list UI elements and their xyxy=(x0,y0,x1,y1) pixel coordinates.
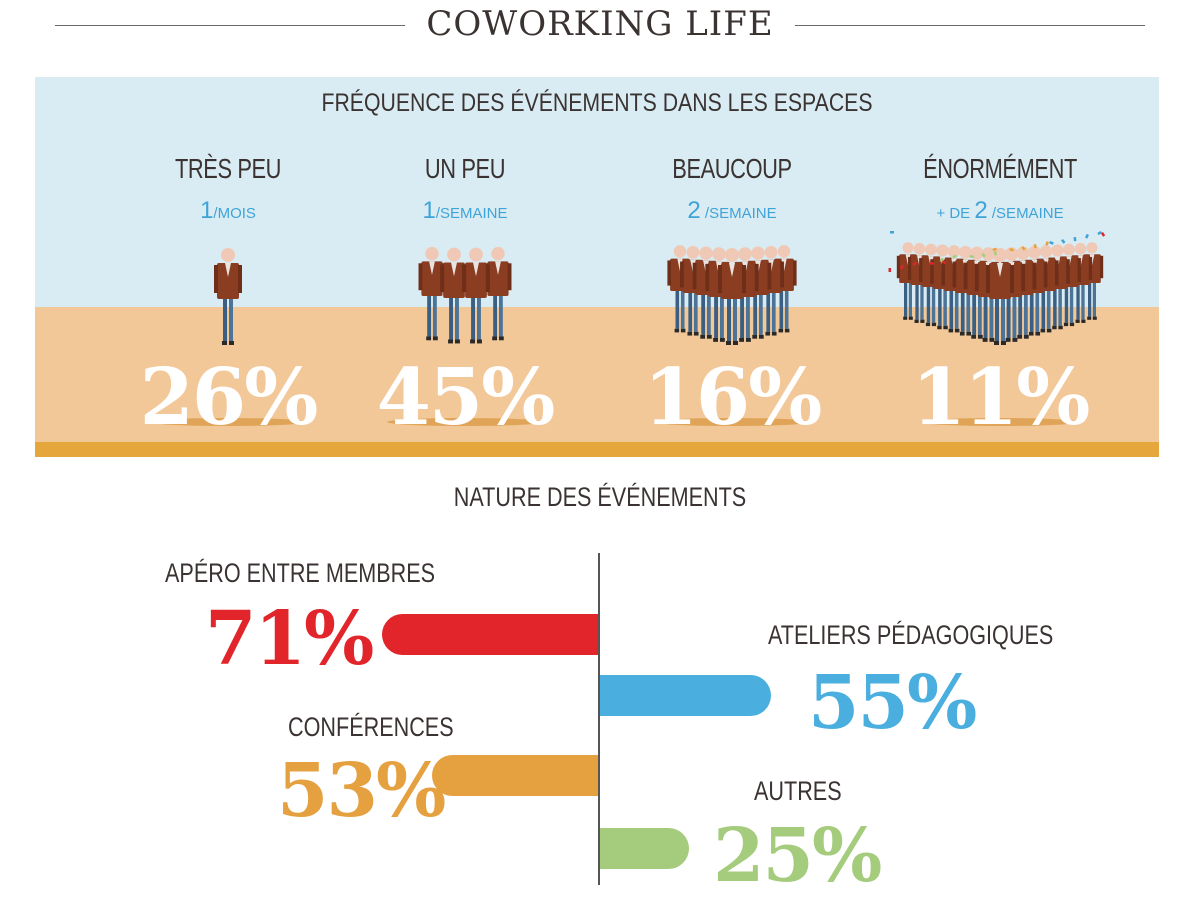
header-rule-right xyxy=(795,25,1145,26)
nature-label-apero: APÉRO ENTRE MEMBRES xyxy=(165,558,436,588)
person-icon xyxy=(718,248,746,345)
person-icon xyxy=(440,247,468,344)
nature-title: NATURE DES ÉVÉNEMENTS xyxy=(453,482,747,512)
frequency-label: UN PEU xyxy=(424,153,506,184)
confetti-icon xyxy=(1049,241,1054,245)
frequency-column-un-peu: UN PEU 1/SEMAINE 45% xyxy=(335,77,595,457)
person-icon xyxy=(462,247,490,344)
confetti-icon xyxy=(1084,233,1089,239)
frequency-rate-number: 2 xyxy=(974,197,988,224)
confetti-icon xyxy=(929,262,934,265)
percent-shadow xyxy=(654,418,810,426)
frequency-rate-number: 1 xyxy=(422,197,436,224)
person-icon xyxy=(418,246,446,341)
percent-shadow xyxy=(387,418,543,426)
frequency-rate-unit: /SEMAINE xyxy=(987,205,1064,222)
frequency-rate-prefix: + DE xyxy=(936,205,975,222)
ground-strip xyxy=(35,442,1159,457)
confetti-icon xyxy=(1021,246,1026,251)
confetti-icon xyxy=(1061,239,1066,244)
frequency-percent: 16% xyxy=(643,352,823,443)
people-icon-group xyxy=(214,248,242,345)
confetti-icon xyxy=(1100,232,1106,237)
confetti-icon xyxy=(939,257,945,263)
confetti-icon xyxy=(969,254,974,259)
confetti-icon xyxy=(952,254,957,259)
person-icon xyxy=(484,246,512,341)
person-icon xyxy=(986,248,1014,345)
frequency-rate-unit: /SEMAINE xyxy=(700,205,777,222)
frequency-panel: FRÉQUENCE DES ÉVÉNEMENTS DANS LES ESPACE… xyxy=(35,77,1159,457)
confetti-icon xyxy=(941,260,947,265)
frequency-percent: 11% xyxy=(911,352,1091,443)
people-icon-group xyxy=(888,230,1106,345)
confetti-icon xyxy=(912,261,917,266)
frequency-label: BEAUCOUP xyxy=(672,153,792,184)
nature-label-conferences: CONFÉRENCES xyxy=(288,712,454,742)
nature-bar-conferences xyxy=(432,755,598,796)
frequency-percent: 26% xyxy=(139,352,319,443)
percent-shadow xyxy=(922,418,1078,426)
frequency-label: TRÈS PEU xyxy=(174,153,282,184)
percent-shadow xyxy=(150,418,306,426)
frequency-title: FRÉQUENCE DES ÉVÉNEMENTS DANS LES ESPACE… xyxy=(321,89,873,117)
nature-label-autres: AUTRES xyxy=(754,776,842,806)
frequency-percent: 45% xyxy=(376,352,556,443)
confetti-icon xyxy=(992,247,998,252)
nature-percent-ateliers: 55% xyxy=(808,660,977,746)
nature-percent-apero: 71% xyxy=(205,596,374,682)
confetti-icon xyxy=(1073,237,1077,242)
nature-label-ateliers: ATELIERS PÉDAGOGIQUES xyxy=(768,620,1054,650)
confetti-icon xyxy=(890,231,894,234)
frequency-label: ÉNORMÉMENT xyxy=(923,153,1077,184)
frequency-rate: + DE 2 /SEMAINE xyxy=(870,197,1130,225)
frequency-column-enormement: ÉNORMÉMENT + DE 2 /SEMAINE 11% xyxy=(870,77,1130,457)
confetti-icon xyxy=(981,253,986,258)
people-icon-group xyxy=(418,246,512,344)
frequency-rate: 2 /SEMAINE xyxy=(602,197,862,225)
person-icon xyxy=(214,248,242,345)
nature-percent-autres: 25% xyxy=(713,813,882,899)
nature-bar-apero xyxy=(382,614,598,655)
header-rule-left xyxy=(55,25,405,26)
frequency-rate-number: 2 xyxy=(687,197,701,224)
frequency-rate: 1/SEMAINE xyxy=(335,197,595,225)
frequency-rate-unit: /MOIS xyxy=(213,205,256,222)
page-header: COWORKING LIFE xyxy=(0,0,1200,56)
confetti-icon xyxy=(1033,244,1037,249)
nature-bar-autres xyxy=(600,828,689,869)
nature-bar-ateliers xyxy=(600,675,771,716)
confetti-icon xyxy=(993,251,998,256)
nature-percent-conferences: 53% xyxy=(277,748,446,834)
center-axis-line xyxy=(598,553,600,885)
confetti-icon xyxy=(888,268,892,273)
confetti-icon xyxy=(899,264,905,270)
frequency-column-beaucoup: BEAUCOUP 2 /SEMAINE 16% xyxy=(602,77,862,457)
confetti-icon xyxy=(1097,230,1102,236)
frequency-rate-unit: /SEMAINE xyxy=(435,205,508,222)
frequency-rate: 1/MOIS xyxy=(98,197,358,225)
page-title: COWORKING LIFE xyxy=(426,4,774,44)
frequency-column-tres-peu: TRÈS PEU 1/MOIS 26% xyxy=(98,77,358,457)
frequency-rate-number: 1 xyxy=(200,197,214,224)
people-icon-group xyxy=(667,245,797,345)
confetti-icon xyxy=(1045,241,1049,246)
confetti-icon xyxy=(1009,248,1014,252)
